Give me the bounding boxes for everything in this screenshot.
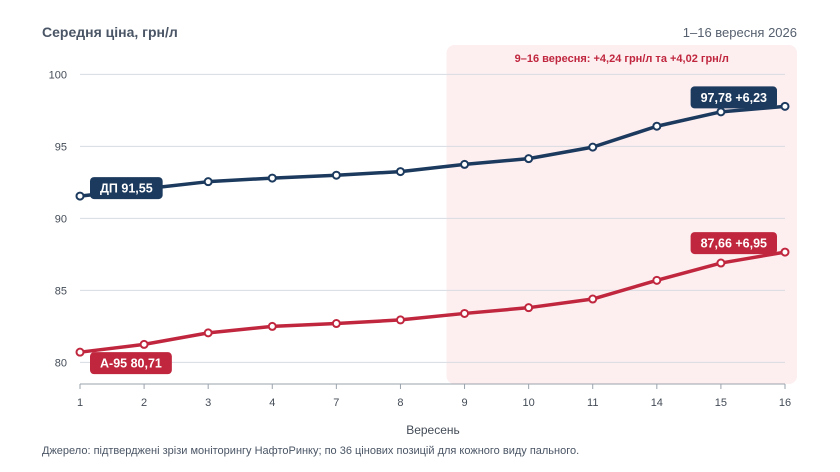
- highlight-label: 9–16 вересня: +4,24 грн/л та +4,02 грн/л: [515, 53, 729, 65]
- start-label-a95-text: А-95 80,71: [100, 357, 162, 371]
- data-point-a95: [588, 294, 598, 304]
- data-point-a95: [716, 258, 726, 268]
- end-label-dp: 97,78 +6,23: [690, 86, 777, 109]
- data-point-a95: [524, 303, 534, 313]
- data-point-dp: [588, 142, 598, 152]
- end-label-a95-text: 87,66 +6,95: [701, 237, 767, 251]
- data-point-dp: [75, 191, 85, 201]
- data-point-dp: [395, 167, 405, 177]
- series-line-a95: [78, 250, 787, 354]
- x-tick-label: 10: [523, 397, 535, 409]
- data-point-a95: [267, 321, 277, 331]
- data-point-dp: [203, 177, 213, 187]
- chart-title: Середня ціна, грн/л: [42, 24, 178, 40]
- data-point-dp: [780, 101, 790, 111]
- series-line-dp: [78, 104, 787, 198]
- start-label-a95-box: [90, 352, 172, 375]
- x-tick-label: 14: [651, 397, 663, 409]
- x-tick-label: 4: [269, 397, 275, 409]
- data-point-dp: [524, 154, 534, 164]
- start-label-a95: А-95 80,71: [90, 352, 172, 375]
- data-point-a95: [331, 319, 341, 329]
- x-tick-label: 11: [587, 397, 598, 409]
- data-point-a95: [139, 339, 149, 349]
- data-point-a95: [460, 308, 470, 318]
- y-tick-label: 90: [55, 213, 67, 225]
- end-label-dp-box: [690, 86, 777, 109]
- y-tick-label: 100: [49, 69, 67, 81]
- end-label-dp-text: 97,78 +6,23: [701, 91, 767, 105]
- x-tick-label: 7: [333, 397, 339, 409]
- start-label-dp-box: [90, 177, 163, 200]
- start-label-dp-text: ДП 91,55: [100, 182, 153, 196]
- data-point-dp: [460, 159, 470, 169]
- x-tick-label: 8: [397, 397, 403, 409]
- data-point-dp: [716, 107, 726, 117]
- data-point-dp: [331, 170, 341, 180]
- data-point-a95: [395, 315, 405, 325]
- y-tick-label: 80: [55, 357, 67, 369]
- x-axis-label: Вересень: [406, 423, 460, 437]
- end-label-a95-box: [690, 232, 777, 255]
- y-tick-label: 85: [55, 285, 67, 297]
- highlight-band: [446, 45, 797, 384]
- start-label-dp: ДП 91,55: [90, 177, 163, 200]
- data-point-a95: [652, 275, 662, 285]
- x-tick-label: 2: [141, 397, 147, 409]
- data-point-a95: [75, 347, 85, 357]
- y-tick-label: 95: [55, 141, 67, 153]
- x-tick-label: 9: [461, 397, 467, 409]
- x-tick-label: 1: [77, 397, 83, 409]
- x-tick-label: 16: [779, 397, 791, 409]
- source-note: Джерело: підтверджені зрізи моніторингу …: [42, 445, 579, 457]
- data-point-dp: [267, 173, 277, 183]
- end-label-a95: 87,66 +6,95: [690, 232, 777, 255]
- x-tick-label: 15: [715, 397, 727, 409]
- data-point-a95: [780, 247, 790, 257]
- x-tick-label: 3: [205, 397, 211, 409]
- data-point-dp: [652, 121, 662, 131]
- date-range: 1–16 вересня 2026: [683, 25, 797, 40]
- data-point-a95: [203, 328, 213, 338]
